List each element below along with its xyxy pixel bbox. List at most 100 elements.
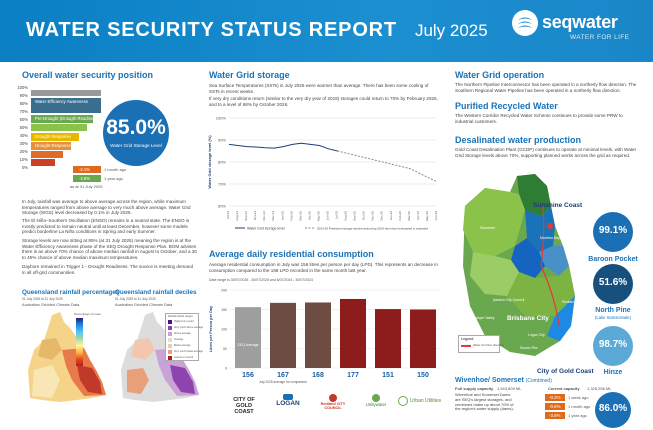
consumption-bar-chart: 0 50 100 150 200 Litres per Person per Day 156… (209, 289, 440, 384)
y-tick-label: 80% (218, 160, 226, 165)
bar-drought-response-2: Drought Response (31, 142, 71, 150)
cons-bar-0 (235, 307, 261, 368)
full-capacity-value: 1,543,809 ML (497, 386, 522, 391)
level-20: 20% (19, 149, 28, 154)
dam-circle-hinze: 98.7% (593, 326, 633, 366)
cons-bar-4 (375, 309, 401, 368)
map-legend-flow: Water Grid flow direction (473, 343, 504, 347)
dam-name-hinze: Hinze (603, 369, 623, 376)
grid-operation-para: The Northern Pipeline Interconnector has… (455, 82, 637, 93)
bar-drought-4 (31, 159, 55, 166)
y-tick-label: 90% (218, 138, 226, 143)
dec-legend-1: Highest on record (174, 320, 194, 323)
x-tick-label: Jul-24 (226, 211, 230, 220)
level-70: 70% (19, 109, 28, 114)
x-tick-label: Apr-26 (416, 211, 420, 220)
cons-y-tick: 0 (225, 367, 227, 371)
dec-legend-7: Lowest on record (174, 356, 194, 359)
cons-bar-1 (270, 302, 296, 368)
year-change-label: 1 year ago (104, 176, 123, 181)
dam-value-hinze: 98.7% (598, 339, 628, 350)
logan-logo: LOGAN (270, 394, 306, 410)
wivenhoe-month-badge: -0.6% (545, 403, 565, 410)
rainfall-pct-title: Queensland rainfall percentages (22, 289, 120, 296)
wivenhoe-month-label: 1 month ago (568, 404, 591, 409)
full-capacity-label: Full supply capacity (455, 386, 494, 391)
wivenhoe-value: 86.0% (598, 403, 628, 414)
cons-target-label: SEQ Average (237, 343, 258, 347)
rainfall-pct-map (28, 312, 106, 402)
x-tick-label: May-26 (425, 211, 429, 221)
x-tick-label: Sep-25 (353, 211, 357, 221)
level-0: 0% (21, 165, 28, 170)
x-tick-label: Mar-26 (407, 211, 411, 221)
x-tick-label: Aug-25 (344, 211, 348, 221)
overall-para-1: In July, rainfall was average to above a… (22, 199, 191, 216)
cons-bar-3 (340, 298, 366, 368)
wivenhoe-circle: 86.0% (595, 392, 631, 428)
desal-para: Gold Coast Desalination Plant (GCDP) con… (455, 147, 637, 158)
map-legend-title: Legend (461, 337, 474, 341)
redland-text: Redland CITY COUNCIL (320, 402, 346, 410)
storage-level-caption: Water Grid Storage Level (110, 143, 162, 148)
x-tick-label: Jan-26 (389, 211, 393, 221)
cons-bar-label-5: 150 (417, 372, 429, 379)
urban-utilities-mark-icon (398, 396, 408, 406)
x-tick-label: Jan-25 (280, 211, 284, 221)
cons-bar-5 (410, 309, 436, 368)
map-label-gold-coast: City of Gold Coast (537, 368, 594, 375)
y-axis-label: Water Grid storage level (%) (207, 135, 212, 189)
cons-y-tick: 50 (223, 347, 227, 351)
grid-operation-heading: Water Grid operation (455, 70, 545, 80)
map-label-somerset: Somerset (480, 226, 495, 230)
x-tick-label: Nov-25 (371, 211, 375, 221)
dam-value-north-pine: 51.6% (598, 277, 628, 288)
dec-legend-2: Very much above average (174, 326, 204, 329)
grid-storage-para-2: If very dry conditions return (similar t… (209, 96, 438, 107)
unitywater-mark-icon (372, 394, 380, 402)
x-tick-label: May-25 (316, 211, 320, 221)
x-tick-label: Nov-24 (262, 211, 266, 221)
dec-legend-5: Below average (174, 344, 191, 347)
grid-storage-heading: Water Grid storage (209, 70, 290, 80)
x-tick-label: Sep-24 (244, 211, 248, 221)
dec-swatch-3 (168, 332, 172, 336)
level-80: 80% (19, 101, 28, 106)
map-label-lockyer: Lockyer Valley (472, 316, 495, 320)
pct-legend-title: Percentage of mean (74, 312, 102, 316)
overall-para-4: Daybore remained in Trigger 1 - Drought … (22, 264, 193, 275)
bar-pre-drought: Pre-Drought (Drought Readiness) (31, 115, 99, 123)
cons-y-tick: 100 (221, 328, 227, 332)
month-change-label: 1 month ago (104, 167, 127, 172)
level-50: 50% (19, 125, 28, 130)
y-tick-label: 100% (216, 116, 227, 121)
month-change-badge: -2.1% (73, 166, 101, 173)
storage-level-circle: 85.0% Water Grid Storage Level (103, 100, 169, 166)
legend-forecast-label: 2024-25 Predicted storage decline assumi… (317, 227, 428, 231)
desal-heading: Desalinated water production (455, 135, 582, 145)
overall-para-2: The El Niño–Southern Oscillation (ENSO) … (22, 218, 190, 235)
wivenhoe-para: Wivenhoe and Somerset Dams are SEQ's lar… (455, 392, 514, 412)
legend-actual-label: Water Grid storage level (247, 227, 285, 231)
x-tick-label: Feb-26 (398, 211, 402, 221)
map-label-brisbane: Brisbane City (507, 315, 549, 322)
rainfall-dec-period: 01 July 2025 to 31 July 2025 (115, 297, 156, 301)
level-10: 10% (19, 157, 28, 162)
y-tick-label: 70% (218, 182, 226, 187)
dec-legend-6: Very much below average (174, 350, 203, 353)
dec-legend: Rainfall decile ranges Highest on record… (165, 313, 203, 361)
dec-swatch-4 (168, 338, 172, 342)
x-tick-label: Jul-25 (335, 211, 339, 220)
redland-mark-icon (329, 394, 337, 402)
bar-drought-3 (31, 151, 63, 158)
recycled-heading: Purified Recycled Water (455, 101, 558, 111)
map-legend: Legend Water Grid flow direction (458, 335, 504, 353)
recycled-para: The Western Corridor Recycled Water Sche… (455, 113, 623, 124)
cons-bar-label-3: 177 (347, 372, 359, 379)
region-map (463, 174, 575, 356)
dam-name-baroon: Baroon Pocket (588, 256, 638, 263)
unitywater-text: Unitywater (365, 402, 387, 407)
y-tick-label: 60% (218, 204, 226, 209)
rainfall-pct-source: Australian Gridded Climate Data (22, 302, 80, 307)
level-40: 40% (19, 133, 28, 138)
